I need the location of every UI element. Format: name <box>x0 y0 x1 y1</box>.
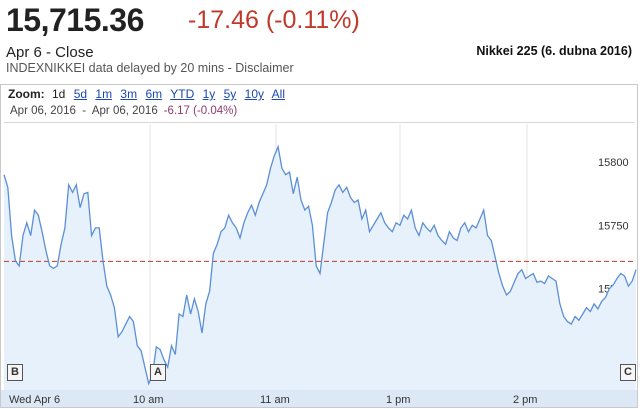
range-to: Apr 06, 2016 <box>91 105 158 117</box>
zoom-bar: Zoom: 1d 5d 1m 3m 6m YTD 1y 5y 10y All <box>8 87 290 101</box>
x-label-4: 2 pm <box>513 394 537 406</box>
zoom-label: Zoom: <box>8 87 45 101</box>
zoom-5y[interactable]: 5y <box>223 87 237 101</box>
divider <box>4 122 634 123</box>
series-line <box>3 144 637 386</box>
range-sep: - <box>82 105 87 117</box>
zoom-all[interactable]: All <box>271 87 286 101</box>
x-label-2: 11 am <box>260 394 290 406</box>
marker-c[interactable]: C <box>620 364 636 381</box>
data-disclaimer[interactable]: INDEXNIKKEI data delayed by 20 mins - Di… <box>6 61 294 75</box>
range-from: Apr 06, 2016 <box>10 105 76 117</box>
y-tick-2: 15750 <box>598 220 629 232</box>
zoom-ytd[interactable]: YTD <box>170 87 195 101</box>
close-label: Apr 6 - Close <box>6 44 94 61</box>
zoom-1d[interactable]: 1d <box>52 87 66 101</box>
marker-b[interactable]: B <box>7 364 23 381</box>
zoom-3m[interactable]: 3m <box>120 87 138 101</box>
marker-a[interactable]: A <box>150 364 166 381</box>
index-price: 15,715.36 <box>6 2 144 38</box>
zoom-1m[interactable]: 1m <box>95 87 113 101</box>
price-change: -17.46 (-0.11%) <box>188 6 360 34</box>
chart-title: Nikkei 225 (6. dubna 2016) <box>476 44 632 58</box>
series-area <box>4 146 636 390</box>
range-change: -6.17 (-0.04%) <box>163 105 238 117</box>
x-label-1: 10 am <box>133 394 164 406</box>
zoom-1y[interactable]: 1y <box>202 87 216 101</box>
date-range: Apr 06, 2016 - Apr 06, 2016 -6.17 (-0.04%… <box>10 105 237 117</box>
chart-frame <box>0 84 638 408</box>
zoom-6m[interactable]: 6m <box>145 87 163 101</box>
x-label-0: Wed Apr 6 <box>9 394 60 406</box>
x-axis-band <box>1 390 637 407</box>
zoom-5d[interactable]: 5d <box>73 87 88 101</box>
x-label-3: 1 pm <box>386 394 410 406</box>
zoom-10y[interactable]: 10y <box>244 87 264 101</box>
y-tick-3: 15800 <box>598 157 629 169</box>
